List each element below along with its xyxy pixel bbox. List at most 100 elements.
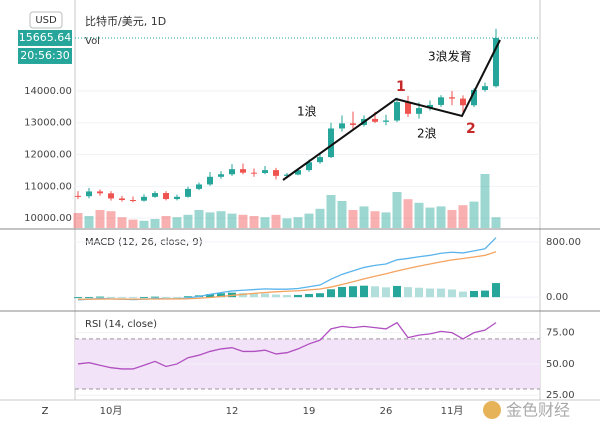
volume-bar (238, 214, 248, 228)
volume-bar (205, 212, 215, 228)
scale-button[interactable]: Z (42, 406, 49, 417)
volume-bar (315, 208, 325, 228)
volume-bar (150, 219, 160, 228)
histogram-bar (316, 293, 324, 298)
histogram-bar (118, 297, 126, 299)
volume-bar (260, 217, 270, 228)
candle-body (75, 195, 81, 197)
volume-bar (183, 214, 193, 228)
histogram-bar (184, 296, 192, 298)
y-tick-label: 12000.00 (24, 150, 72, 161)
histogram-bar (140, 297, 148, 299)
candle-body (383, 120, 389, 122)
candle-body (196, 184, 202, 189)
candle-body (262, 170, 268, 173)
candle-body (108, 193, 114, 199)
volume-bar (392, 192, 402, 228)
histogram-bar (107, 297, 115, 299)
histogram-bar (426, 288, 434, 298)
candle-body (328, 128, 334, 158)
candle-body (493, 37, 499, 87)
candle-body (438, 97, 444, 105)
currency-box[interactable] (29, 11, 63, 29)
volume-bar (326, 195, 336, 228)
candle-body (273, 170, 279, 176)
volume-bar (491, 217, 501, 228)
volume-bar (348, 210, 358, 228)
currency: USD (35, 15, 57, 26)
volume-bar (304, 213, 314, 228)
candle-body (350, 123, 356, 125)
volume-bar (194, 210, 204, 228)
last-price-label: 15665.64 (19, 31, 72, 44)
volume-bar (216, 211, 226, 228)
candle-body (174, 196, 180, 200)
histogram-bar (206, 294, 214, 298)
histogram-bar (85, 297, 93, 299)
volume-bar (425, 207, 435, 228)
volume-bar (73, 213, 83, 228)
annotation: 3浪发育 (428, 49, 472, 64)
candle-body (251, 172, 257, 174)
annotation: 1浪 (297, 104, 317, 119)
y-tick-label: 800.00 (546, 237, 581, 248)
histogram-bar (96, 296, 104, 298)
wave-line (282, 39, 501, 181)
y-tick-label: 13000.00 (24, 118, 72, 129)
histogram-bar (239, 292, 247, 298)
chart-title: 比特币/美元, 1D (85, 14, 166, 28)
histogram-bar (448, 289, 456, 298)
histogram-bar (349, 286, 357, 298)
x-tick-label: 19 (303, 406, 316, 417)
annotation: 2 (466, 121, 476, 137)
candle-body (240, 169, 246, 173)
histogram-bar (492, 283, 500, 298)
histogram-bar (459, 291, 467, 298)
volume-bar (436, 206, 446, 228)
watermark-logo (483, 401, 501, 419)
volume-bar (337, 201, 347, 228)
volume-bar (128, 219, 138, 228)
pane-title: RSI (14, close) (85, 319, 157, 330)
candle-body (295, 170, 301, 175)
y-tick-label: 0.00 (546, 292, 568, 303)
volume-bar (84, 216, 94, 228)
volume-bar (117, 217, 127, 228)
volume-bar (447, 210, 457, 228)
candle-body (427, 104, 433, 109)
annotation: 2浪 (417, 126, 437, 141)
volume-bar (359, 206, 369, 228)
candle-body (163, 193, 169, 200)
candle-body (86, 191, 92, 197)
candle-body (317, 157, 323, 163)
volume-bar (293, 217, 303, 228)
histogram-bar (151, 296, 159, 298)
candle-body (339, 123, 345, 129)
candle-body (284, 174, 290, 176)
volume-bar (271, 214, 281, 228)
candle-body (218, 174, 224, 177)
candle-body (405, 102, 411, 114)
candle-body (130, 200, 136, 202)
histogram-bar (371, 286, 379, 298)
volume-bar (227, 213, 237, 228)
indicator-line (77, 321, 497, 370)
histogram-bar (305, 293, 313, 298)
candle-body (185, 188, 191, 197)
candle-body (460, 98, 466, 106)
histogram-bar (327, 289, 335, 298)
histogram-bar (382, 287, 390, 298)
histogram-bar (338, 286, 346, 298)
histogram-bar (404, 287, 412, 298)
volume-bar (480, 174, 490, 228)
volume-label: Vol (85, 36, 100, 47)
volume-bar (139, 220, 149, 228)
volume-bar (381, 212, 391, 228)
last-price-box (18, 29, 72, 46)
candle-body (97, 191, 103, 194)
histogram-bar (173, 297, 181, 299)
volume-bar (469, 201, 479, 228)
histogram-bar (415, 287, 423, 298)
volume-bar (172, 217, 182, 228)
volume-bar (458, 205, 468, 228)
